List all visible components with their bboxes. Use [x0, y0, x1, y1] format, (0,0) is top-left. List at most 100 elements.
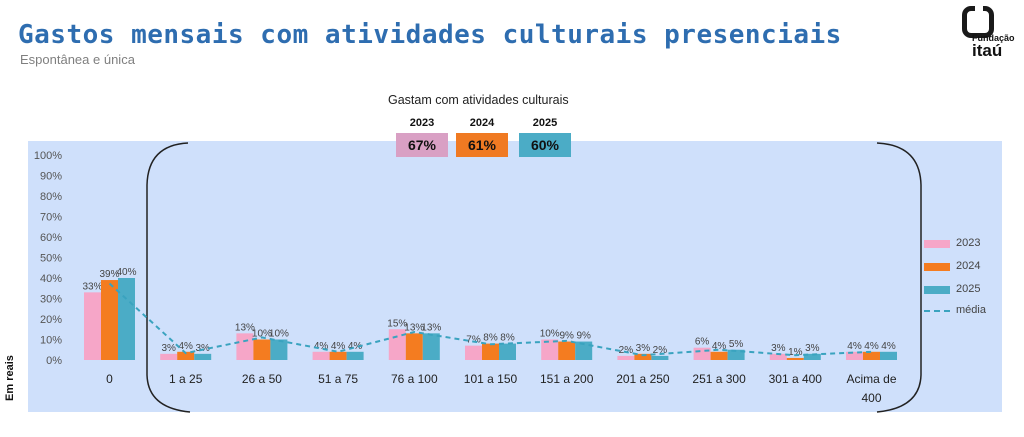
- data-label: 2%: [653, 345, 668, 356]
- y-tick-label: 40%: [40, 273, 62, 285]
- data-label: 13%: [421, 322, 441, 333]
- y-tick-label: 70%: [40, 212, 62, 224]
- summary-title: Gastam com atividades culturais: [388, 93, 569, 107]
- fundacao-itau-logo: Fundação itaú: [958, 6, 1015, 64]
- bar-2024-3: [329, 351, 347, 360]
- bar-2024-0: [101, 280, 118, 360]
- data-label: 4%: [314, 341, 329, 352]
- legend-label-2025: 2025: [956, 283, 981, 295]
- category-label: 301 a 400: [769, 372, 823, 386]
- y-tick-label: 10%: [40, 335, 62, 347]
- mean-line: [108, 282, 872, 357]
- category-label: Acima de: [846, 372, 896, 386]
- summary-year-2023: 2023: [409, 117, 435, 129]
- legend-dash-mean: [924, 310, 950, 312]
- legend-swatch-2025: [924, 286, 950, 294]
- y-tick-label: 100%: [34, 150, 62, 162]
- bar-2025-0: [118, 278, 135, 360]
- legend-item-2024: 2024: [924, 260, 1004, 273]
- data-label: 4%: [331, 341, 346, 352]
- data-label: 39%: [99, 269, 119, 280]
- category-label: 1 a 25: [169, 372, 203, 386]
- bar-2023-2: [236, 333, 254, 360]
- bar-2023-0: [84, 292, 101, 360]
- data-label: 15%: [387, 318, 407, 329]
- summary-value-2025: 60%: [519, 133, 571, 157]
- data-label: 3%: [161, 343, 176, 354]
- bar-2024-9: [786, 357, 804, 360]
- legend-label-mean: média: [956, 304, 986, 316]
- legend-label-2024: 2024: [956, 260, 981, 272]
- bar-2023-10: [846, 351, 863, 360]
- data-label: 10%: [269, 329, 289, 340]
- bar-2023-1: [160, 353, 178, 360]
- data-label: 8%: [500, 333, 515, 344]
- data-label: 4%: [847, 341, 862, 352]
- category-label: 0: [106, 372, 113, 386]
- category-label: 201 a 250: [616, 372, 670, 386]
- legend-item-mean: média: [924, 304, 1004, 317]
- logo-text-line2: itaú: [972, 41, 1003, 60]
- legend-swatch-2023: [924, 240, 950, 248]
- y-tick-label: 60%: [40, 232, 62, 244]
- y-axis-label: Em reais: [4, 355, 16, 401]
- bar-2025-2: [270, 339, 288, 360]
- bar-2024-8: [710, 351, 728, 360]
- bar-2023-7: [617, 355, 635, 360]
- data-label: 4%: [712, 341, 727, 352]
- bar-2025-5: [499, 343, 516, 360]
- data-label: 9%: [576, 331, 591, 342]
- bar-2024-4: [405, 333, 423, 360]
- legend-label-2023: 2023: [956, 237, 981, 249]
- category-label: 26 a 50: [242, 372, 282, 386]
- category-label: 151 a 200: [540, 372, 594, 386]
- data-label: 33%: [82, 281, 102, 292]
- data-label: 13%: [404, 322, 424, 333]
- data-label: 4%: [881, 341, 896, 352]
- logo-mark-icon: [962, 6, 994, 38]
- y-tick-label: 90%: [40, 171, 62, 183]
- summary-year-2025: 2025: [532, 117, 558, 129]
- bracket-left: [146, 142, 191, 413]
- legend-item-2023: 2023: [924, 237, 1004, 250]
- bar-2025-9: [803, 353, 821, 360]
- data-label: 13%: [235, 322, 255, 333]
- data-label: 7%: [466, 335, 481, 346]
- data-label: 3%: [636, 343, 651, 354]
- data-label: 40%: [116, 267, 136, 278]
- y-tick-label: 50%: [40, 253, 62, 265]
- data-label: 3%: [771, 343, 786, 354]
- data-label: 4%: [864, 341, 879, 352]
- bar-2023-3: [312, 351, 330, 360]
- legend-item-2025: 2025: [924, 283, 1004, 296]
- page-title: Gastos mensais com atividades culturais …: [18, 20, 842, 50]
- bar-2024-10: [863, 351, 880, 360]
- y-tick-label: 30%: [40, 294, 62, 306]
- data-label: 8%: [483, 333, 498, 344]
- data-label: 4%: [348, 341, 363, 352]
- bar-2024-6: [558, 341, 576, 360]
- bar-2024-1: [177, 351, 195, 360]
- bar-2025-10: [880, 351, 897, 360]
- logo-text-line1: Fundação: [972, 33, 1015, 43]
- category-label: 76 a 100: [391, 372, 438, 386]
- plot-background: [28, 141, 1002, 412]
- summary-year-2024: 2024: [469, 117, 495, 129]
- bracket-right: [876, 142, 922, 413]
- data-label: 3%: [195, 343, 210, 354]
- data-label: 3%: [805, 343, 820, 354]
- category-label: 51 a 75: [318, 372, 358, 386]
- bar-2025-8: [727, 349, 745, 360]
- bar-2024-5: [482, 343, 499, 360]
- bar-2023-6: [541, 339, 559, 360]
- bar-2025-6: [575, 341, 593, 360]
- bar-2024-2: [253, 339, 271, 360]
- page-subtitle: Espontânea e única: [20, 52, 135, 67]
- bar-2023-9: [769, 353, 787, 360]
- data-label: 5%: [729, 339, 744, 350]
- data-label: 2%: [619, 345, 634, 356]
- category-label: 251 a 300: [692, 372, 746, 386]
- data-label: 10%: [252, 329, 272, 340]
- bar-2025-4: [422, 333, 440, 360]
